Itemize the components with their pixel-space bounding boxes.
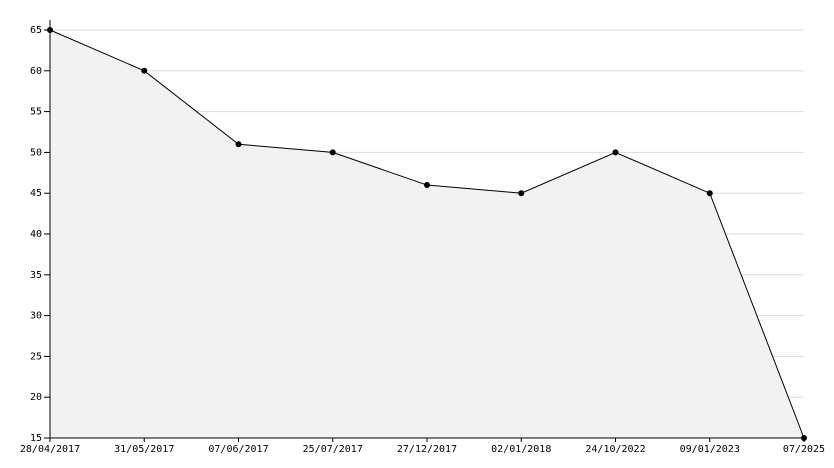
y-tick-label: 15 — [30, 433, 42, 444]
x-tick-label: 07/06/2017 — [208, 444, 268, 455]
marker — [141, 67, 148, 74]
y-tick-label: 30 — [30, 311, 42, 322]
x-tick-label: 02/01/2018 — [491, 444, 551, 455]
marker — [329, 149, 336, 156]
x-tick-label: 07/2025 — [783, 444, 825, 455]
x-tick-label: 31/05/2017 — [114, 444, 174, 455]
y-tick-label: 20 — [30, 392, 42, 403]
y-tick-label: 50 — [30, 147, 42, 158]
y-tick-label: 65 — [30, 25, 42, 36]
x-tick-label: 27/12/2017 — [397, 444, 457, 455]
x-tick-label: 25/07/2017 — [303, 444, 363, 455]
area — [50, 30, 804, 438]
y-tick-label: 25 — [30, 351, 42, 362]
marker — [518, 190, 525, 197]
marker — [612, 149, 619, 156]
x-tick-label: 24/10/2022 — [585, 444, 645, 455]
y-tick-label: 40 — [30, 229, 42, 240]
x-tick-label: 09/01/2023 — [680, 444, 740, 455]
marker — [235, 141, 242, 148]
marker — [706, 190, 713, 197]
y-tick-label: 55 — [30, 107, 42, 118]
x-tick-label: 28/04/2017 — [20, 444, 80, 455]
marker — [424, 182, 430, 189]
y-tick-label: 60 — [30, 66, 42, 77]
y-tick-label: 45 — [30, 188, 42, 199]
y-tick-label: 35 — [30, 270, 42, 281]
